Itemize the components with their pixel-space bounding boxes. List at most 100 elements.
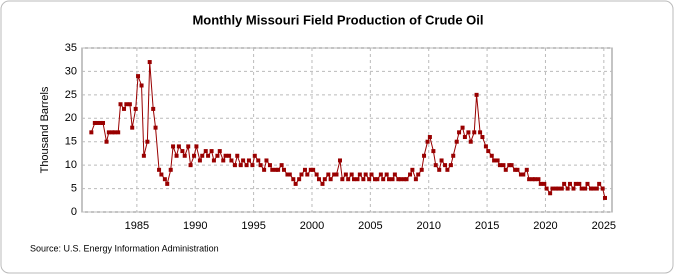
data-point [106, 130, 111, 135]
data-point [180, 149, 185, 154]
data-point [548, 191, 553, 196]
data-point [375, 177, 380, 182]
data-point [244, 163, 249, 168]
data-point [112, 130, 117, 135]
data-point [217, 149, 222, 154]
data-point [367, 177, 372, 182]
data-point [462, 135, 467, 140]
data-point [361, 177, 366, 182]
data-point [147, 60, 152, 65]
data-point [497, 163, 502, 168]
data-point [211, 158, 216, 163]
x-tick-label: 2020 [533, 220, 557, 232]
data-point [439, 158, 444, 163]
data-point [104, 139, 109, 144]
source-note: Source: U.S. Energy Information Administ… [30, 243, 219, 253]
data-point [597, 181, 602, 186]
data-point [153, 125, 158, 130]
y-tick-label: 15 [65, 136, 77, 148]
data-point [311, 167, 316, 172]
data-point [116, 130, 121, 135]
y-tick-label: 20 [65, 112, 77, 124]
y-tick-label: 35 [65, 42, 77, 54]
data-point [408, 172, 413, 177]
data-point [182, 153, 187, 158]
y-tick-label: 0 [71, 206, 77, 218]
data-point [139, 83, 144, 88]
data-point [492, 158, 497, 163]
data-point [297, 177, 302, 182]
data-point [553, 186, 558, 191]
data-point [495, 158, 500, 163]
y-axis-label: Thousand Barrels [39, 86, 51, 173]
x-tick-label: 1990 [183, 220, 207, 232]
x-tick-label: 2005 [358, 220, 382, 232]
data-point [588, 186, 593, 191]
data-point [308, 167, 313, 172]
data-point [133, 106, 138, 111]
data-point [302, 167, 307, 172]
data-point [457, 130, 462, 135]
data-point [110, 130, 115, 135]
data-point [241, 158, 246, 163]
data-point [556, 186, 561, 191]
data-point [538, 181, 543, 186]
data-point [425, 139, 430, 144]
data-point [515, 167, 520, 172]
data-point [472, 130, 477, 135]
data-point [381, 177, 386, 182]
data-point [454, 139, 459, 144]
data-point [544, 186, 549, 191]
data-point [258, 163, 263, 168]
data-point [571, 186, 576, 191]
data-point [256, 158, 261, 163]
data-point [337, 158, 342, 163]
data-point [264, 158, 269, 163]
data-point [357, 172, 362, 177]
data-point [550, 186, 555, 191]
data-point [602, 195, 607, 200]
data-point [583, 186, 588, 191]
data-point [501, 163, 506, 168]
data-point [276, 167, 281, 172]
data-point [489, 153, 494, 158]
data-point [340, 177, 345, 182]
data-point [413, 177, 418, 182]
data-point [562, 181, 567, 186]
data-point [392, 172, 397, 177]
data-point [427, 135, 432, 140]
data-point [591, 186, 596, 191]
data-point [433, 163, 438, 168]
data-point [445, 167, 450, 172]
data-point [285, 172, 290, 177]
data-point [410, 167, 415, 172]
data-point [227, 153, 232, 158]
data-point [238, 163, 243, 168]
data-point [176, 144, 181, 149]
y-tick-label: 10 [65, 159, 77, 171]
data-point [478, 130, 483, 135]
plot-area [81, 47, 613, 213]
data-point [349, 172, 354, 177]
data-point [483, 144, 488, 149]
data-point [151, 106, 156, 111]
data-point [334, 172, 339, 177]
data-point [273, 167, 278, 172]
data-point [328, 177, 333, 182]
data-point [343, 172, 348, 177]
data-point [326, 172, 331, 177]
data-point [573, 181, 578, 186]
data-point [157, 167, 162, 172]
data-point [162, 177, 167, 182]
y-tick-label: 25 [65, 89, 77, 101]
data-point [252, 153, 257, 158]
data-point [145, 139, 150, 144]
data-point [122, 106, 127, 111]
x-tick-label: 2010 [416, 220, 440, 232]
data-point [221, 158, 226, 163]
data-point [186, 144, 191, 149]
data-point [287, 172, 292, 177]
data-point [448, 163, 453, 168]
data-point [192, 153, 197, 158]
data-point [387, 177, 392, 182]
